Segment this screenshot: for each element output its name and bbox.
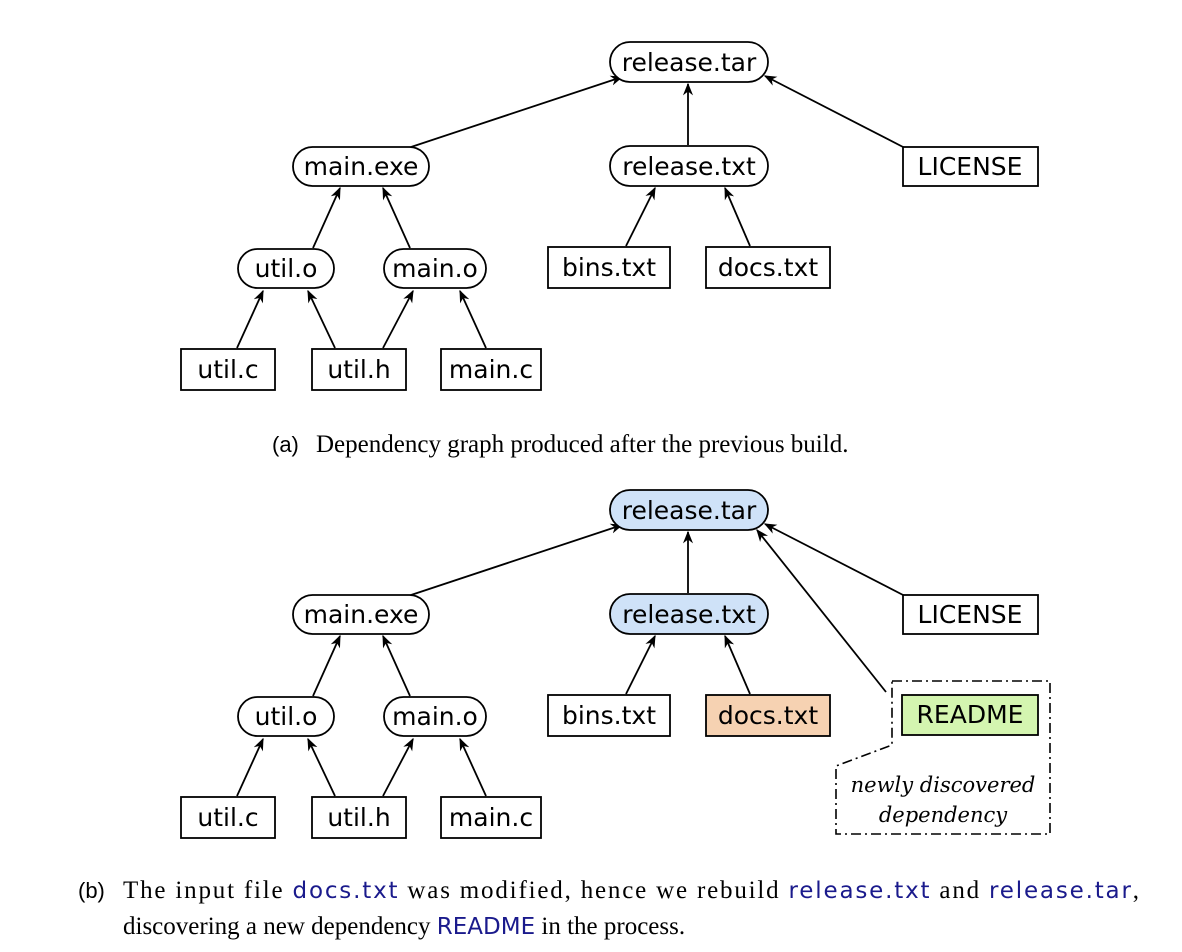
svg-text:LICENSE: LICENSE <box>918 600 1023 629</box>
caption-b-line2: discovering a new dependency README in t… <box>123 913 685 940</box>
panel-b: release.tar main.exe release.txt LICENSE… <box>78 489 1139 940</box>
edge-main-exe-to-release-tar <box>401 75 624 151</box>
node-util-c: util.c <box>180 348 276 391</box>
caption-b-line1: The input file docs.txt was modified, he… <box>123 877 1139 904</box>
svg-text:README: README <box>917 700 1024 729</box>
svg-text:Dependency graph produced afte: Dependency graph produced after the prev… <box>316 431 848 458</box>
edge-bins-txt-to-release-txt <box>625 186 656 247</box>
node-docs-txt-modified: docs.txt <box>705 694 831 737</box>
edge-util-o-to-main-exe <box>312 186 341 249</box>
edge-util-h-to-main-o <box>382 289 414 349</box>
svg-text:dependency: dependency <box>879 803 1008 827</box>
edge-main-o-to-main-exe <box>382 186 411 249</box>
node-main-c: main.c <box>440 796 542 839</box>
caption-b: (b) The input file docs.txt was modified… <box>78 877 1139 940</box>
svg-text:main.o: main.o <box>392 254 478 283</box>
svg-text:(a): (a) <box>272 432 299 457</box>
svg-text:docs.txt: docs.txt <box>718 701 818 730</box>
node-license: LICENSE <box>902 146 1039 187</box>
svg-text:bins.txt: bins.txt <box>562 701 656 730</box>
panel-a: release.tar main.exe release.txt LICENSE… <box>180 41 1039 458</box>
caption-a: (a) Dependency graph produced after the … <box>272 431 848 458</box>
svg-text:util.o: util.o <box>255 254 318 283</box>
node-docs-txt: docs.txt <box>705 246 831 289</box>
panel-a-edges <box>236 75 906 349</box>
svg-text:release.txt: release.txt <box>622 152 756 181</box>
svg-text:release.txt: release.txt <box>622 600 756 629</box>
node-release-txt: release.txt <box>609 145 769 187</box>
edge-util-h-to-util-o <box>307 289 336 349</box>
svg-text:newly discovered: newly discovered <box>851 773 1036 797</box>
node-bins-txt: bins.txt <box>547 246 671 289</box>
node-main-c: main.c <box>440 348 542 391</box>
svg-text:util.h: util.h <box>327 803 390 832</box>
newly-discovered-note: newly discovered dependency <box>851 773 1036 827</box>
svg-text:main.c: main.c <box>449 355 533 384</box>
node-util-h: util.h <box>311 348 407 391</box>
svg-text:bins.txt: bins.txt <box>562 253 656 282</box>
node-util-c: util.c <box>180 796 276 839</box>
node-readme-new: README <box>901 694 1039 736</box>
edge-main-c-to-main-o <box>459 289 487 349</box>
node-bins-txt: bins.txt <box>547 694 671 737</box>
node-release-tar: release.tar <box>609 41 769 83</box>
svg-text:main.exe: main.exe <box>304 152 419 181</box>
edge-main-c-to-main-o <box>459 737 487 797</box>
node-release-tar-rebuilt: release.tar <box>609 489 769 531</box>
edge-docs-txt-to-release-txt <box>724 186 751 247</box>
svg-text:main.o: main.o <box>392 702 478 731</box>
edge-main-o-to-main-exe <box>382 634 411 697</box>
edge-readme-to-release-tar <box>756 529 887 693</box>
svg-text:release.tar: release.tar <box>622 496 757 525</box>
svg-text:util.h: util.h <box>327 355 390 384</box>
node-license: LICENSE <box>902 594 1039 635</box>
edge-license-to-release-tar <box>763 75 906 149</box>
svg-text:LICENSE: LICENSE <box>918 152 1023 181</box>
edge-util-h-to-util-o <box>307 737 336 797</box>
node-util-o: util.o <box>237 248 335 289</box>
edge-util-o-to-main-exe <box>312 634 341 697</box>
node-main-exe: main.exe <box>292 146 430 187</box>
panel-b-edges <box>236 523 906 797</box>
node-util-h: util.h <box>311 796 407 839</box>
svg-text:util.c: util.c <box>197 355 258 384</box>
svg-text:(b): (b) <box>78 878 105 903</box>
node-release-txt-rebuilt: release.txt <box>609 593 769 635</box>
svg-text:docs.txt: docs.txt <box>718 253 818 282</box>
edge-docs-txt-to-release-txt <box>724 634 751 695</box>
edge-bins-txt-to-release-txt <box>625 634 656 695</box>
newly-discovered-callout-outline <box>835 680 1051 835</box>
svg-text:util.c: util.c <box>197 803 258 832</box>
edge-main-exe-to-release-tar <box>401 523 624 599</box>
edge-util-c-to-util-o <box>236 737 264 797</box>
node-main-exe: main.exe <box>292 594 430 635</box>
node-util-o: util.o <box>237 696 335 737</box>
node-main-o: main.o <box>383 696 487 737</box>
edge-util-c-to-util-o <box>236 289 264 349</box>
svg-text:main.exe: main.exe <box>304 600 419 629</box>
node-main-o: main.o <box>383 248 487 289</box>
svg-text:release.tar: release.tar <box>622 48 757 77</box>
edge-util-h-to-main-o <box>382 737 414 797</box>
svg-text:util.o: util.o <box>255 702 318 731</box>
edge-license-to-release-tar <box>763 523 906 597</box>
svg-text:main.c: main.c <box>449 803 533 832</box>
